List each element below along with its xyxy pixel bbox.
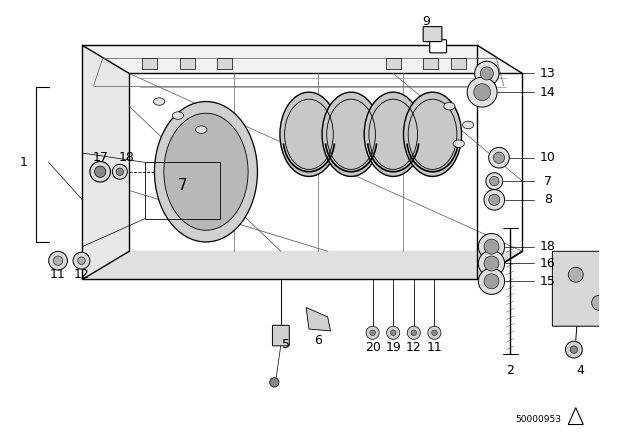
Circle shape: [113, 164, 127, 179]
Text: 18: 18: [540, 240, 556, 253]
Text: 7: 7: [543, 175, 552, 188]
Circle shape: [390, 330, 396, 336]
Circle shape: [489, 194, 500, 206]
Circle shape: [370, 330, 376, 336]
Text: 4: 4: [577, 364, 584, 377]
Circle shape: [407, 326, 420, 339]
Ellipse shape: [196, 126, 207, 134]
Circle shape: [475, 61, 499, 86]
Circle shape: [484, 274, 499, 289]
Circle shape: [411, 330, 417, 336]
Circle shape: [478, 233, 504, 260]
FancyBboxPatch shape: [180, 57, 195, 69]
Circle shape: [77, 257, 85, 264]
Ellipse shape: [172, 112, 184, 119]
Text: 7: 7: [178, 178, 188, 193]
Text: 10: 10: [540, 151, 556, 164]
Text: 5: 5: [282, 338, 289, 351]
Polygon shape: [83, 251, 522, 280]
Text: 9: 9: [422, 15, 430, 29]
FancyBboxPatch shape: [217, 57, 232, 69]
Circle shape: [90, 161, 111, 182]
Circle shape: [478, 268, 504, 294]
FancyBboxPatch shape: [386, 57, 401, 69]
Text: 15: 15: [540, 275, 556, 288]
Text: 6: 6: [314, 334, 323, 347]
Circle shape: [591, 295, 607, 310]
Text: 50000953: 50000953: [515, 415, 561, 424]
Circle shape: [467, 77, 497, 107]
Text: 12: 12: [406, 341, 422, 354]
Circle shape: [478, 250, 504, 276]
Polygon shape: [83, 45, 522, 73]
Circle shape: [431, 330, 437, 336]
Text: 1: 1: [19, 156, 28, 169]
Text: 18: 18: [118, 151, 134, 164]
Circle shape: [484, 239, 499, 254]
Circle shape: [493, 152, 504, 164]
Circle shape: [73, 252, 90, 269]
Text: 11: 11: [426, 341, 442, 354]
Circle shape: [568, 267, 583, 282]
Circle shape: [428, 326, 441, 339]
Circle shape: [566, 341, 582, 358]
Text: 14: 14: [540, 86, 556, 99]
Circle shape: [486, 172, 503, 190]
Text: 19: 19: [385, 341, 401, 354]
Ellipse shape: [453, 140, 465, 147]
Ellipse shape: [444, 103, 455, 110]
Text: 17: 17: [93, 151, 109, 164]
Ellipse shape: [164, 113, 248, 230]
Circle shape: [53, 256, 63, 265]
Circle shape: [366, 326, 379, 339]
FancyBboxPatch shape: [423, 26, 442, 42]
Polygon shape: [552, 251, 637, 326]
Circle shape: [484, 256, 499, 271]
Ellipse shape: [364, 92, 422, 177]
Text: 2: 2: [506, 364, 514, 377]
Text: 8: 8: [543, 194, 552, 207]
Circle shape: [387, 326, 400, 339]
Circle shape: [116, 168, 124, 176]
FancyBboxPatch shape: [451, 57, 466, 69]
Circle shape: [489, 147, 509, 168]
Ellipse shape: [322, 92, 380, 177]
Circle shape: [95, 166, 106, 177]
Text: 12: 12: [74, 268, 90, 281]
Polygon shape: [306, 307, 330, 331]
Text: 20: 20: [365, 341, 381, 354]
Ellipse shape: [403, 92, 461, 177]
Ellipse shape: [280, 92, 338, 177]
Circle shape: [570, 346, 578, 353]
Circle shape: [484, 190, 504, 210]
Ellipse shape: [154, 102, 257, 242]
FancyBboxPatch shape: [273, 325, 289, 346]
Polygon shape: [129, 73, 522, 251]
Circle shape: [490, 177, 499, 186]
Text: 16: 16: [540, 257, 556, 270]
FancyBboxPatch shape: [142, 57, 157, 69]
Circle shape: [269, 378, 279, 387]
Polygon shape: [83, 45, 129, 280]
Ellipse shape: [463, 121, 474, 129]
Text: 11: 11: [50, 268, 66, 281]
FancyBboxPatch shape: [423, 57, 438, 69]
Circle shape: [480, 67, 493, 80]
Circle shape: [49, 251, 67, 270]
Ellipse shape: [154, 98, 164, 105]
Text: 13: 13: [540, 67, 556, 80]
FancyBboxPatch shape: [429, 40, 447, 53]
Circle shape: [474, 84, 491, 101]
